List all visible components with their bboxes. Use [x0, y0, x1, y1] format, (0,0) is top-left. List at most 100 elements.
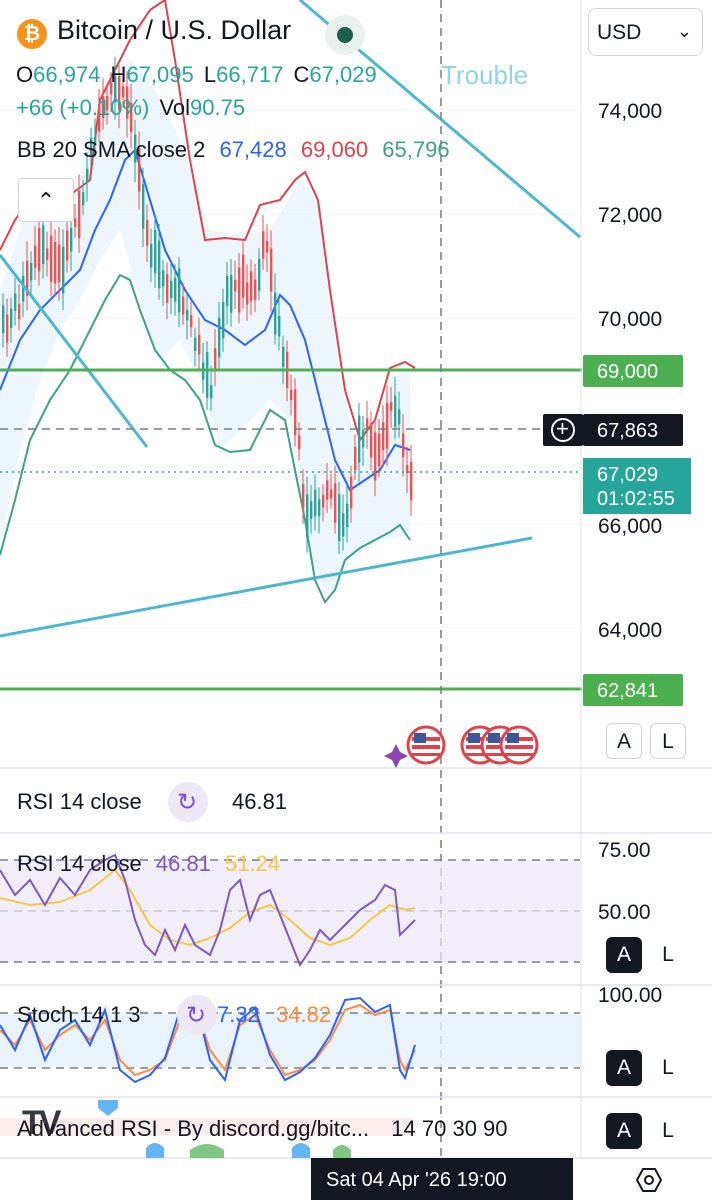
adv-rsi-marker-2	[190, 1144, 224, 1158]
candle-body	[282, 346, 285, 367]
candle-body	[182, 296, 185, 315]
candle-body	[90, 138, 93, 156]
candle-body	[266, 240, 269, 253]
candle-body	[238, 267, 241, 313]
collapse-legend-button[interactable]: ⌃	[18, 178, 74, 222]
sync-icon[interactable]	[177, 995, 217, 1035]
candle-body	[194, 337, 197, 351]
adv-rsi-log-scale-button[interactable]: L	[650, 1113, 686, 1149]
crosshair-time-tag: Sat 04 Apr '26 19:00	[311, 1158, 573, 1200]
adv-rsi-label: Advanced RSI - By discord.gg/bitc...	[17, 1116, 370, 1141]
open-label: O	[16, 62, 34, 87]
candle-body	[290, 389, 293, 401]
candle-body	[326, 480, 329, 500]
candle-body	[254, 279, 257, 300]
bb-lower-line	[0, 273, 411, 604]
stoch-log-scale-button[interactable]: L	[650, 1050, 686, 1086]
adv-rsi-auto-scale-button[interactable]: A	[606, 1113, 642, 1149]
candle-body	[126, 86, 129, 119]
candle-body	[30, 262, 33, 281]
bb-label: BB 20 SMA close 2	[17, 137, 206, 162]
chevron-up-icon: ⌃	[36, 188, 56, 213]
stoch-k-line	[0, 996, 416, 1084]
rsi-line	[0, 853, 416, 968]
auto-scale-button[interactable]: A	[606, 723, 642, 759]
chevron-down-icon: ⌄	[676, 21, 692, 41]
high-label: H	[110, 62, 127, 87]
candle-body	[154, 230, 157, 274]
symbol-title[interactable]: Bitcoin / U.S. Dollar	[57, 15, 292, 45]
candle-body	[174, 277, 177, 302]
candle-body	[42, 225, 45, 264]
candle-body	[66, 230, 69, 261]
sync-icon[interactable]	[168, 782, 208, 822]
add-alert-button[interactable]: +	[543, 414, 583, 446]
level-high-tag[interactable]: 69,000	[583, 355, 683, 387]
rsi-log-scale-button[interactable]: L	[650, 937, 686, 973]
adv-rsi-legend[interactable]: Advanced RSI - By discord.gg/bitc... 14 …	[17, 1118, 508, 1140]
rsi-pane-legend[interactable]: RSI 14 close 46.81 51.24	[17, 853, 280, 875]
candle-body	[378, 433, 381, 467]
level-low-tag[interactable]: 62,841	[583, 674, 683, 706]
settings-icon[interactable]	[636, 1167, 662, 1193]
candle-body	[310, 501, 313, 520]
trouble-annotation[interactable]: Trouble	[441, 60, 529, 90]
candle-body	[406, 465, 409, 474]
candle-body	[122, 86, 125, 98]
stoch-auto-scale-button[interactable]: A	[606, 1050, 642, 1086]
sparkle-icon	[384, 744, 408, 768]
candle-body	[70, 227, 73, 252]
candle-body	[258, 259, 261, 291]
candle-body	[334, 483, 337, 523]
bb-legend[interactable]: BB 20 SMA close 2 67,428 69,060 65,796	[17, 139, 450, 161]
candle-body	[274, 292, 277, 335]
bb-upper-line	[0, 0, 416, 443]
adv-rsi-marker-1	[146, 1143, 164, 1158]
stoch-pane-legend[interactable]: Stoch 14 1 3 37.32 34.82	[17, 1004, 331, 1026]
candle-body	[214, 348, 217, 371]
stoch-label: Stoch 14 1 3	[17, 1002, 141, 1027]
stoch-band	[0, 1013, 580, 1067]
market-status-icon[interactable]	[325, 15, 365, 55]
us-flag-icon	[406, 725, 446, 765]
candle-body	[234, 279, 237, 292]
rsi-auto-scale-button[interactable]: A	[606, 937, 642, 973]
candle-body	[298, 435, 301, 450]
candle-body	[78, 190, 81, 239]
candle-body	[398, 409, 401, 425]
log-scale-button[interactable]: L	[650, 723, 686, 759]
adv-rsi-params: 14 70 30 90	[391, 1116, 508, 1141]
candle-body	[178, 268, 181, 313]
candle-body	[338, 494, 341, 541]
candle-body	[262, 231, 265, 259]
candle-body	[206, 351, 209, 398]
candle-body	[162, 270, 165, 287]
candle-body	[314, 489, 317, 517]
candle-body	[106, 95, 109, 111]
candle-body	[374, 432, 377, 481]
candle-body	[10, 308, 13, 328]
candle-body	[138, 148, 141, 192]
crosshair-price-tag: 67,863	[583, 414, 683, 446]
currency-select[interactable]: USD ⌄	[588, 8, 703, 56]
candle-body	[370, 423, 373, 458]
candle-body	[318, 499, 321, 517]
rsi-ma-line	[0, 868, 416, 947]
candle-body	[6, 314, 9, 343]
candle-body	[130, 102, 133, 132]
rsi-collapsed-legend[interactable]: RSI 14 close 46.81	[17, 791, 287, 813]
candle-body	[2, 305, 5, 334]
candle-body	[94, 136, 97, 146]
economic-event-markers[interactable]	[384, 725, 539, 768]
candle-body	[246, 282, 249, 305]
trendline-support	[0, 536, 533, 638]
candle-body	[362, 429, 365, 448]
rsi-ma-value: 51.24	[225, 851, 281, 876]
candle-body	[82, 192, 85, 206]
rsi-legend-value: 46.81	[231, 789, 288, 814]
candle-body	[402, 433, 405, 457]
candle-body	[350, 476, 353, 509]
candle-body	[146, 219, 149, 246]
stoch-tick: 100.00	[598, 984, 663, 1007]
